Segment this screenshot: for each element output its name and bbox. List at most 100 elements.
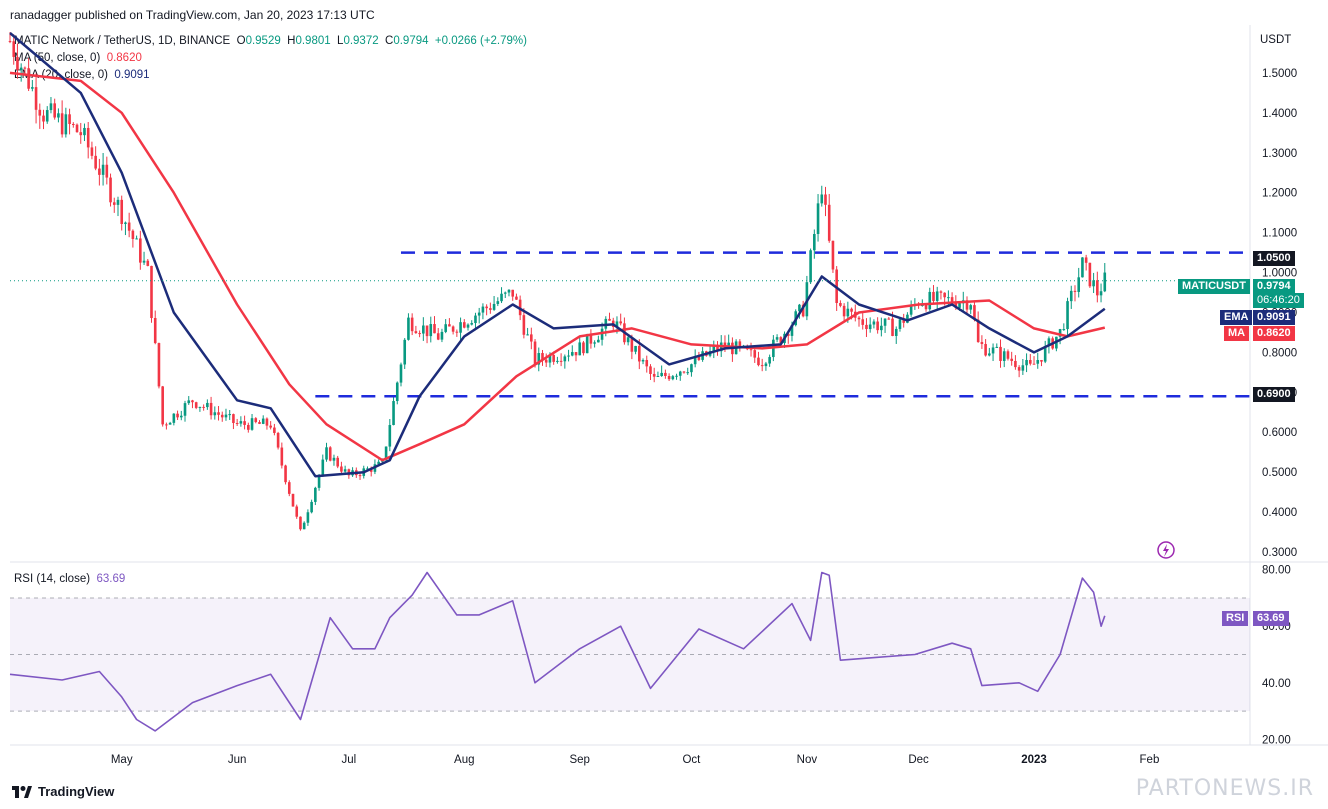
- candle-body: [887, 318, 891, 320]
- time-tick-label: Aug: [454, 754, 474, 766]
- candle-body: [280, 447, 284, 466]
- candle-body: [652, 373, 656, 377]
- change-value: +0.0266 (+2.79%): [434, 35, 527, 47]
- candle-body: [254, 418, 258, 423]
- candle-body: [500, 293, 503, 302]
- candle-body: [146, 260, 150, 266]
- resistance-tag: 1.0500: [1253, 251, 1295, 266]
- candle-body: [898, 319, 902, 329]
- price-tick-label: 0.4000: [1262, 507, 1297, 519]
- candle-body: [1017, 367, 1021, 371]
- candle-body: [1066, 301, 1069, 330]
- candle-body: [667, 376, 671, 380]
- candle-body: [697, 356, 701, 360]
- currency-label: USDT: [1260, 34, 1292, 46]
- time-tick-label: Dec: [908, 754, 929, 766]
- time-tick-label: Jul: [342, 754, 357, 766]
- candle-body: [1077, 277, 1081, 292]
- candle-body: [790, 325, 794, 336]
- candle-body: [995, 346, 999, 348]
- candle-body: [649, 366, 652, 374]
- candle-body: [90, 147, 94, 156]
- candle-body: [101, 164, 105, 175]
- candle-body: [813, 233, 816, 251]
- candle-body: [276, 432, 280, 448]
- tradingview-logo[interactable]: TradingView: [12, 784, 114, 799]
- candle-body: [153, 318, 157, 344]
- price-tag: 0.9794: [1253, 279, 1295, 294]
- ma-name-tag: MA: [1224, 326, 1250, 341]
- price-tick-label: 1.1000: [1262, 228, 1297, 240]
- candle-body: [314, 487, 317, 502]
- candle-body: [902, 319, 905, 323]
- candle-body: [969, 305, 973, 310]
- time-tick-label: Oct: [682, 754, 701, 766]
- ma50-line[interactable]: [9, 71, 1106, 462]
- candle-body: [1058, 329, 1062, 337]
- lightning-icon[interactable]: [1157, 541, 1175, 559]
- candle-body: [358, 475, 362, 477]
- candle-body: [909, 304, 913, 315]
- candle-body: [984, 344, 987, 356]
- candle-body: [220, 414, 224, 418]
- candle-body: [894, 328, 898, 336]
- candle-body: [105, 164, 109, 178]
- candle-body: [172, 413, 176, 423]
- candle-body: [120, 199, 124, 224]
- candle-body: [403, 339, 407, 365]
- candle-body: [597, 339, 600, 343]
- candle-body: [865, 324, 868, 330]
- candle-body: [440, 331, 444, 340]
- candle-body: [209, 402, 213, 416]
- candle-body: [377, 461, 380, 465]
- rsi-name-tag: RSI: [1222, 611, 1249, 626]
- candle-body: [448, 324, 451, 327]
- candle-body: [574, 352, 578, 356]
- candle-body: [809, 250, 812, 283]
- candle-body: [630, 337, 634, 352]
- ema20-line[interactable]: [9, 32, 1106, 478]
- close-value: 0.9794: [393, 35, 429, 47]
- candle-body: [34, 87, 38, 110]
- candle-body: [619, 321, 622, 324]
- candle-body: [507, 289, 511, 293]
- candle-body: [157, 343, 161, 387]
- candle-body: [559, 360, 563, 362]
- candle-body: [1047, 338, 1051, 347]
- publisher-line: ranadagger published on TradingView.com,…: [10, 8, 375, 22]
- candle-body: [310, 501, 313, 513]
- candle-body: [965, 300, 969, 310]
- symbol-name[interactable]: MATIC Network / TetherUS, 1D, BINANCE: [14, 35, 231, 47]
- candle-body: [202, 406, 205, 408]
- candle-body: [1028, 360, 1032, 364]
- candle-body: [608, 318, 611, 321]
- price-tick-label: 0.3000: [1262, 547, 1297, 559]
- low-label: L: [337, 35, 344, 47]
- candle-body: [988, 353, 991, 356]
- rsi-label: RSI (14, close): [14, 573, 91, 585]
- candle-body: [418, 333, 421, 335]
- candle-body: [775, 337, 779, 340]
- candle-body: [850, 308, 853, 312]
- candle-body: [943, 292, 946, 298]
- candle-body: [716, 346, 719, 352]
- candle-body: [213, 412, 217, 416]
- rsi-line[interactable]: [9, 571, 1106, 732]
- candle-body: [496, 301, 500, 304]
- candle-body: [798, 304, 801, 312]
- candle-body: [27, 68, 30, 89]
- candle-body: [831, 240, 835, 270]
- candle-body: [98, 168, 101, 175]
- candle-body: [232, 414, 235, 424]
- candle-body: [75, 124, 79, 133]
- candle-body: [183, 403, 187, 416]
- candle-body: [165, 424, 168, 426]
- candle-body: [462, 322, 466, 328]
- candle-body: [135, 238, 138, 240]
- candle-body: [1081, 257, 1084, 278]
- rsi-legend[interactable]: RSI (14, close) 63.69: [14, 573, 125, 585]
- candle-body: [239, 421, 243, 424]
- candle-body: [53, 103, 56, 118]
- candle-body: [206, 402, 209, 408]
